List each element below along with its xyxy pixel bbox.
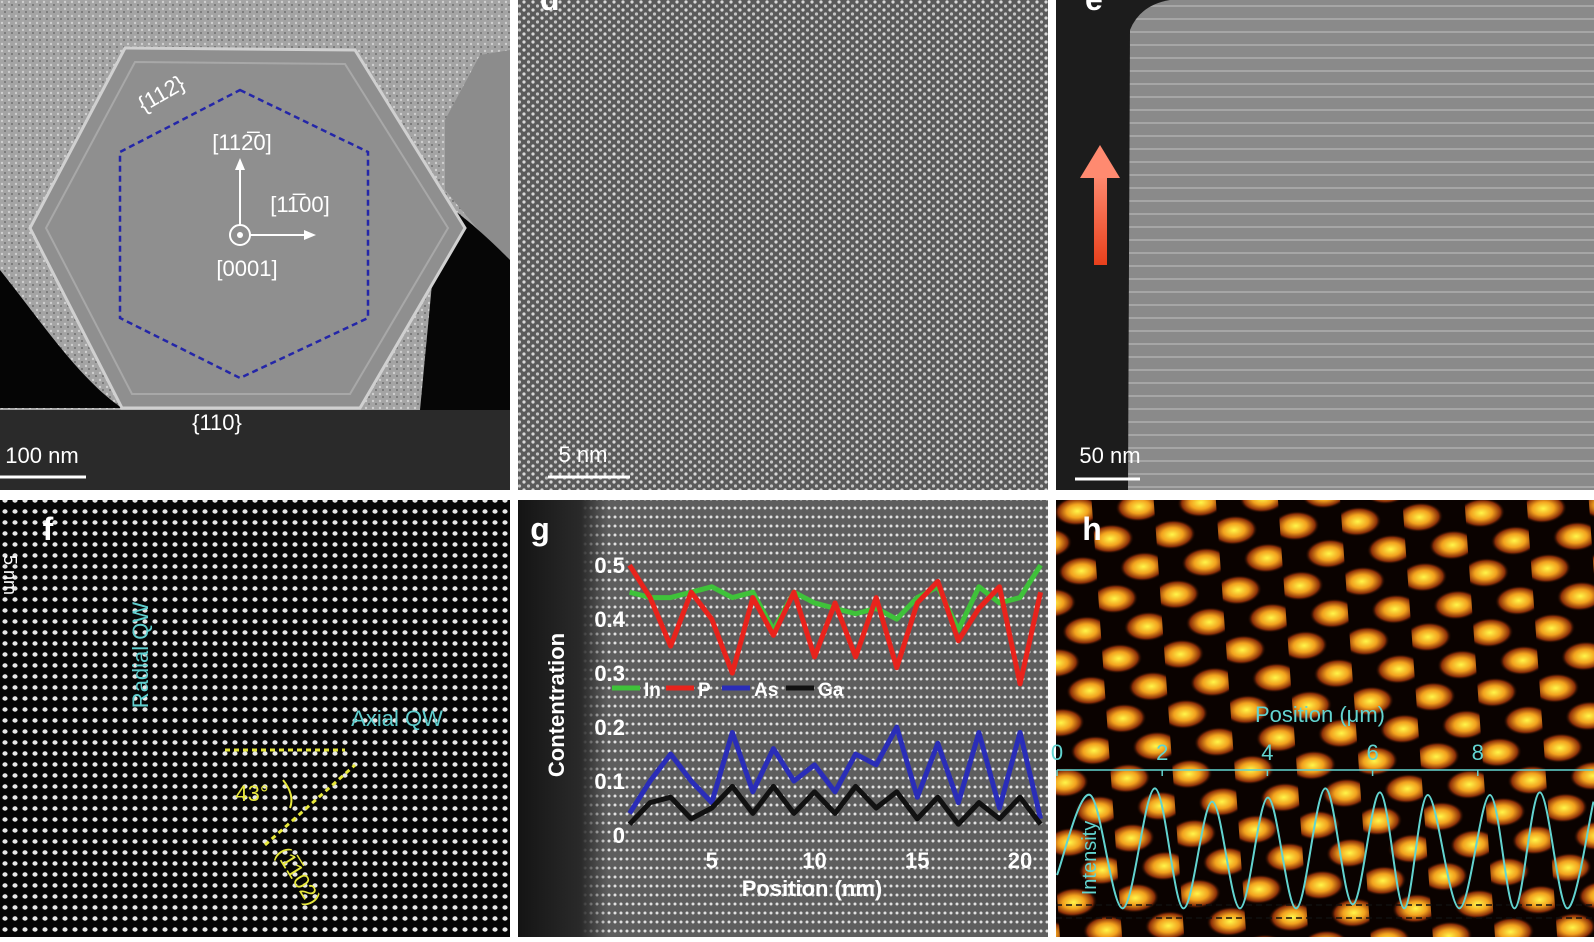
haadf-image <box>518 0 1048 490</box>
guide-line <box>264 763 356 847</box>
series-line <box>627 724 1044 820</box>
y-axis-label: Contentration <box>544 633 569 777</box>
arrowhead <box>235 158 245 170</box>
arrowhead <box>304 230 316 240</box>
panel-g <box>518 500 1048 937</box>
x-axis-label: Position (μm) <box>1255 702 1385 727</box>
scale-bar-label: 5 nm <box>559 442 608 467</box>
series-line <box>627 563 1044 687</box>
direction-label: [11̅00] <box>270 192 330 217</box>
x-tick-label: 8 <box>1472 740 1484 765</box>
panel-label: e <box>1085 0 1103 17</box>
panel-c: {112} [112̅0] [11̅00] [0001] {110} 100 n… <box>0 0 510 490</box>
legend-label: In <box>644 680 661 701</box>
legend-label: As <box>754 680 778 701</box>
x-tick-label: 20 <box>1008 848 1032 873</box>
panel-label: g <box>530 511 550 547</box>
panel-d: d 5 nm <box>518 0 1048 490</box>
annotation: 43° <box>235 781 268 806</box>
panel-label: h <box>1082 511 1102 547</box>
angle-arc <box>282 779 293 809</box>
x-tick-label: 15 <box>905 848 929 873</box>
void <box>0 270 122 408</box>
y-tick-label: 0.5 <box>594 553 625 578</box>
growth-arrow <box>1094 175 1107 265</box>
y-tick-label: 0 <box>613 823 625 848</box>
x-tick-label: 2 <box>1156 740 1168 765</box>
x-tick-label: 10 <box>802 848 826 873</box>
x-tick-label: 0 <box>1051 740 1063 765</box>
x-tick-label: 6 <box>1366 740 1378 765</box>
vacuum-region <box>518 500 608 937</box>
y-tick-label: 0.2 <box>594 715 625 740</box>
y-tick-label: 0.4 <box>594 607 625 632</box>
panel-label: f <box>43 511 54 547</box>
neighbour-crystal <box>445 50 510 260</box>
hexagon-shell <box>44 60 450 395</box>
panel-f: f 5 nm Radial QW Axial QW 43° (1̅102) <box>0 500 510 937</box>
scale-bar-label: 50 nm <box>1079 443 1140 468</box>
scale-bar-label: 5 nm <box>0 555 20 595</box>
y-tick-label: 0.1 <box>594 769 625 794</box>
annotation: Radial QW <box>128 602 153 709</box>
x-tick-label: 4 <box>1261 740 1273 765</box>
facet-label: {110} <box>192 410 242 435</box>
core-outline <box>118 88 370 380</box>
y-tick-label: 0.3 <box>594 661 625 686</box>
legend-label: P <box>698 680 711 701</box>
legend-label: Ga <box>818 680 844 701</box>
growth-arrowhead <box>1080 145 1120 178</box>
x-tick-label: 5 <box>706 848 718 873</box>
y-axis-label: Intensity <box>1079 821 1101 895</box>
nanowire <box>1128 0 1594 490</box>
series-line <box>1056 787 1594 910</box>
scale-bar-label: 100 nm <box>5 443 78 468</box>
series-line <box>627 783 1043 827</box>
panel-e: e 50 nm <box>1056 0 1594 490</box>
direction-label: [112̅0] <box>212 130 272 155</box>
x-axis-label: Position (nm) <box>742 876 883 901</box>
direction-label: [0001] <box>216 256 277 281</box>
out-of-plane-dot <box>237 232 243 238</box>
panel-label: d <box>540 0 560 17</box>
annotation: Axial QW <box>351 706 443 731</box>
out-of-plane-symbol <box>229 224 251 246</box>
haadf-image <box>0 500 510 937</box>
